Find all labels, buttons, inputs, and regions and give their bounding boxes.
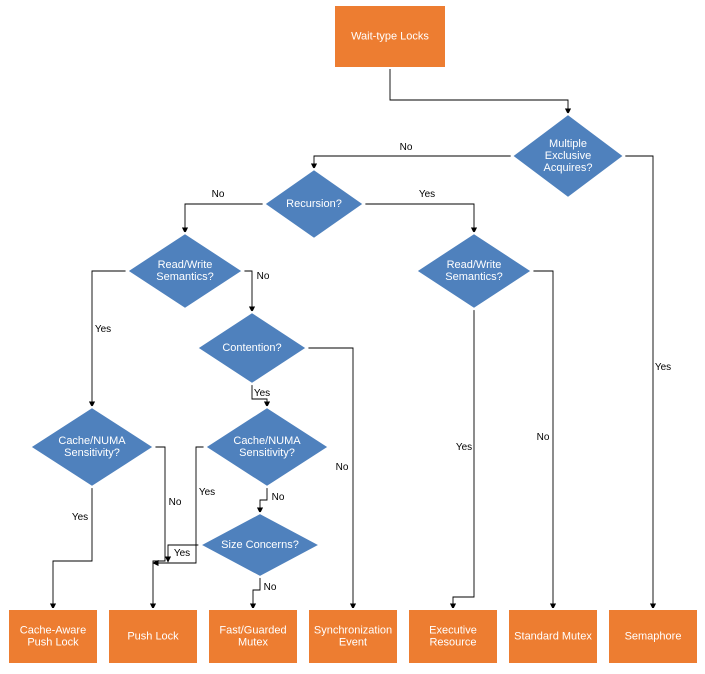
node-rw_left: Read/WriteSemantics?: [127, 233, 243, 309]
edge-label-e_recursion_yes: Yes: [419, 189, 435, 200]
edge-label-e_rwleft_no: No: [257, 271, 270, 282]
node-out_capl: Cache-AwarePush Lock: [8, 609, 98, 664]
edge-label-e_multiple_yes: Yes: [655, 362, 671, 373]
edge-e_recursion_yes: [364, 204, 474, 233]
node-label-start: Wait-type Locks: [351, 30, 429, 42]
node-label-numa_left: Cache/NUMA: [58, 435, 126, 447]
node-start: Wait-type Locks: [334, 5, 446, 68]
node-label-out_capl: Cache-Aware: [20, 624, 86, 636]
node-label-numa_right: Cache/NUMA: [233, 435, 301, 447]
node-label-numa_left: Sensitivity?: [64, 447, 120, 459]
node-label-size: Size Concerns?: [221, 539, 299, 551]
node-label-multiple: Multiple: [549, 138, 587, 150]
node-label-rw_right: Semantics?: [445, 271, 502, 283]
edge-label-e_rwleft_yes: Yes: [95, 324, 111, 335]
node-label-rw_right: Read/Write: [447, 259, 502, 271]
node-multiple: MultipleExclusiveAcquires?: [512, 114, 624, 198]
edge-label-e_size_yes: Yes: [174, 548, 190, 559]
edge-label-e_numaleft_no: No: [169, 497, 182, 508]
node-label-out_er: Executive: [429, 624, 477, 636]
node-label-out_er: Resource: [429, 636, 476, 648]
edge-label-e_recursion_no: No: [212, 189, 225, 200]
edge-label-e_numaright_yes: Yes: [199, 487, 215, 498]
edge-e_rwright_yes: [453, 309, 474, 609]
node-out_er: ExecutiveResource: [408, 609, 498, 664]
edge-label-e_rwright_no: No: [537, 432, 550, 443]
edge-e_rwleft_yes: [92, 271, 127, 407]
node-label-out_fgm: Mutex: [238, 636, 268, 648]
edge-label-e_numaleft_yes: Yes: [72, 512, 88, 523]
edge-label-e_contention_yes: Yes: [254, 388, 270, 399]
edge-e_multiple_no: [314, 156, 512, 169]
node-label-multiple: Acquires?: [544, 162, 593, 174]
node-label-multiple: Exclusive: [545, 150, 591, 162]
node-label-contention: Contention?: [222, 342, 281, 354]
node-label-out_sync: Synchronization: [314, 624, 392, 636]
edge-e_numaright_no: [260, 487, 267, 513]
edge-e_contention_no: [307, 348, 353, 609]
node-label-rw_left: Read/Write: [158, 259, 213, 271]
edge-e_rwleft_no: [243, 271, 252, 312]
node-numa_right: Cache/NUMASensitivity?: [205, 407, 329, 487]
node-label-out_sync: Event: [339, 636, 367, 648]
node-out_sem: Semaphore: [608, 609, 698, 664]
node-label-out_sem: Semaphore: [625, 630, 682, 642]
node-label-out_pl: Push Lock: [127, 630, 179, 642]
node-out_sm: Standard Mutex: [508, 609, 598, 664]
edge-label-e_contention_no: No: [336, 462, 349, 473]
node-out_pl: Push Lock: [108, 609, 198, 664]
node-recursion: Recursion?: [264, 169, 364, 239]
node-rw_right: Read/WriteSemantics?: [416, 233, 532, 309]
edge-e_numaleft_no: [153, 447, 165, 609]
edge-e_recursion_no: [185, 204, 264, 233]
flowchart: Yes No No Yes Yes No Yes No Yes No No Yes No Yes Yes No…: [0, 0, 705, 674]
node-label-out_capl: Push Lock: [27, 636, 79, 648]
node-label-rw_left: Semantics?: [156, 271, 213, 283]
edge-e_numaleft_yes: [53, 487, 92, 609]
node-numa_left: Cache/NUMASensitivity?: [30, 407, 154, 487]
edge-label-e_size_no: No: [264, 582, 277, 593]
node-label-out_fgm: Fast/Guarded: [219, 624, 286, 636]
edge-label-e_multiple_no: No: [400, 142, 413, 153]
edge-e_start_multiple: [390, 68, 568, 114]
edge-label-e_numaright_no: No: [272, 492, 285, 503]
node-out_fgm: Fast/GuardedMutex: [208, 609, 298, 664]
node-label-numa_right: Sensitivity?: [239, 447, 295, 459]
node-size: Size Concerns?: [200, 513, 320, 577]
node-out_sync: SynchronizationEvent: [308, 609, 398, 664]
edge-e_multiple_yes: [624, 156, 653, 609]
node-label-out_sm: Standard Mutex: [514, 630, 592, 642]
edge-e_size_no: [253, 577, 260, 609]
node-label-recursion: Recursion?: [286, 198, 342, 210]
node-contention: Contention?: [197, 312, 307, 384]
edge-label-e_rwright_yes: Yes: [456, 442, 472, 453]
